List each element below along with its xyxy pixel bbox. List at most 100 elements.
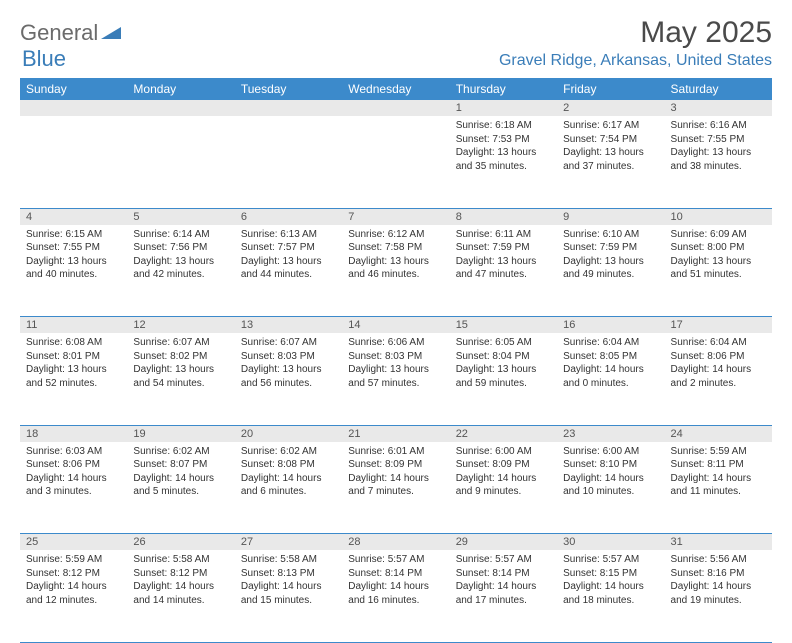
day-number-cell: 6 bbox=[235, 208, 342, 225]
day-details: Sunrise: 5:59 AMSunset: 8:11 PMDaylight:… bbox=[665, 442, 772, 503]
day-details: Sunrise: 6:02 AMSunset: 8:07 PMDaylight:… bbox=[127, 442, 234, 503]
day-details: Sunrise: 6:13 AMSunset: 7:57 PMDaylight:… bbox=[235, 225, 342, 286]
logo-text-blue: Blue bbox=[22, 46, 66, 71]
weekday-header: Thursday bbox=[450, 78, 557, 100]
day-number-cell: 13 bbox=[235, 317, 342, 334]
day-number-cell: 3 bbox=[665, 100, 772, 116]
day-number-cell: 29 bbox=[450, 534, 557, 551]
day-number-cell: 22 bbox=[450, 425, 557, 442]
day-details: Sunrise: 6:11 AMSunset: 7:59 PMDaylight:… bbox=[450, 225, 557, 286]
day-cell: Sunrise: 5:58 AMSunset: 8:12 PMDaylight:… bbox=[127, 550, 234, 642]
day-number-cell: 26 bbox=[127, 534, 234, 551]
day-number-row: 11121314151617 bbox=[20, 317, 772, 334]
day-cell: Sunrise: 6:07 AMSunset: 8:03 PMDaylight:… bbox=[235, 333, 342, 425]
day-cell: Sunrise: 6:08 AMSunset: 8:01 PMDaylight:… bbox=[20, 333, 127, 425]
day-number-cell: 31 bbox=[665, 534, 772, 551]
day-number-cell bbox=[235, 100, 342, 116]
day-number-cell: 4 bbox=[20, 208, 127, 225]
week-row: Sunrise: 6:08 AMSunset: 8:01 PMDaylight:… bbox=[20, 333, 772, 425]
day-cell bbox=[342, 116, 449, 208]
weekday-header: Sunday bbox=[20, 78, 127, 100]
calendar-header-row: SundayMondayTuesdayWednesdayThursdayFrid… bbox=[20, 78, 772, 100]
day-cell: Sunrise: 6:12 AMSunset: 7:58 PMDaylight:… bbox=[342, 225, 449, 317]
day-cell: Sunrise: 6:16 AMSunset: 7:55 PMDaylight:… bbox=[665, 116, 772, 208]
day-number-row: 123 bbox=[20, 100, 772, 116]
day-number-cell: 25 bbox=[20, 534, 127, 551]
day-cell: Sunrise: 6:04 AMSunset: 8:06 PMDaylight:… bbox=[665, 333, 772, 425]
day-number-cell: 17 bbox=[665, 317, 772, 334]
day-details: Sunrise: 6:03 AMSunset: 8:06 PMDaylight:… bbox=[20, 442, 127, 503]
day-number-cell: 10 bbox=[665, 208, 772, 225]
day-cell: Sunrise: 5:56 AMSunset: 8:16 PMDaylight:… bbox=[665, 550, 772, 642]
day-cell bbox=[235, 116, 342, 208]
day-details: Sunrise: 6:00 AMSunset: 8:10 PMDaylight:… bbox=[557, 442, 664, 503]
day-cell: Sunrise: 5:57 AMSunset: 8:14 PMDaylight:… bbox=[450, 550, 557, 642]
day-details: Sunrise: 6:16 AMSunset: 7:55 PMDaylight:… bbox=[665, 116, 772, 177]
day-details: Sunrise: 6:09 AMSunset: 8:00 PMDaylight:… bbox=[665, 225, 772, 286]
month-title: May 2025 bbox=[499, 16, 772, 50]
day-number-cell: 23 bbox=[557, 425, 664, 442]
day-cell bbox=[20, 116, 127, 208]
day-number-cell: 19 bbox=[127, 425, 234, 442]
day-cell: Sunrise: 6:15 AMSunset: 7:55 PMDaylight:… bbox=[20, 225, 127, 317]
day-cell: Sunrise: 6:01 AMSunset: 8:09 PMDaylight:… bbox=[342, 442, 449, 534]
day-cell: Sunrise: 5:59 AMSunset: 8:12 PMDaylight:… bbox=[20, 550, 127, 642]
day-number-cell: 7 bbox=[342, 208, 449, 225]
day-number-cell: 24 bbox=[665, 425, 772, 442]
day-cell: Sunrise: 5:57 AMSunset: 8:15 PMDaylight:… bbox=[557, 550, 664, 642]
week-row: Sunrise: 6:15 AMSunset: 7:55 PMDaylight:… bbox=[20, 225, 772, 317]
day-details: Sunrise: 5:57 AMSunset: 8:14 PMDaylight:… bbox=[450, 550, 557, 611]
day-number-cell: 5 bbox=[127, 208, 234, 225]
day-cell: Sunrise: 6:09 AMSunset: 8:00 PMDaylight:… bbox=[665, 225, 772, 317]
day-details: Sunrise: 6:04 AMSunset: 8:05 PMDaylight:… bbox=[557, 333, 664, 394]
day-number-cell: 12 bbox=[127, 317, 234, 334]
logo-text-general: General bbox=[20, 20, 98, 46]
weekday-header: Tuesday bbox=[235, 78, 342, 100]
day-cell: Sunrise: 5:57 AMSunset: 8:14 PMDaylight:… bbox=[342, 550, 449, 642]
day-cell: Sunrise: 6:00 AMSunset: 8:10 PMDaylight:… bbox=[557, 442, 664, 534]
day-cell bbox=[127, 116, 234, 208]
day-details: Sunrise: 5:58 AMSunset: 8:12 PMDaylight:… bbox=[127, 550, 234, 611]
day-cell: Sunrise: 5:59 AMSunset: 8:11 PMDaylight:… bbox=[665, 442, 772, 534]
day-details: Sunrise: 5:57 AMSunset: 8:15 PMDaylight:… bbox=[557, 550, 664, 611]
day-number-cell: 9 bbox=[557, 208, 664, 225]
location: Gravel Ridge, Arkansas, United States bbox=[499, 52, 772, 70]
day-cell: Sunrise: 6:17 AMSunset: 7:54 PMDaylight:… bbox=[557, 116, 664, 208]
day-number-cell bbox=[20, 100, 127, 116]
weekday-header: Wednesday bbox=[342, 78, 449, 100]
day-cell: Sunrise: 6:11 AMSunset: 7:59 PMDaylight:… bbox=[450, 225, 557, 317]
day-cell: Sunrise: 6:04 AMSunset: 8:05 PMDaylight:… bbox=[557, 333, 664, 425]
day-details: Sunrise: 6:05 AMSunset: 8:04 PMDaylight:… bbox=[450, 333, 557, 394]
day-details: Sunrise: 6:12 AMSunset: 7:58 PMDaylight:… bbox=[342, 225, 449, 286]
day-details: Sunrise: 5:56 AMSunset: 8:16 PMDaylight:… bbox=[665, 550, 772, 611]
day-number-cell: 1 bbox=[450, 100, 557, 116]
week-row: Sunrise: 6:18 AMSunset: 7:53 PMDaylight:… bbox=[20, 116, 772, 208]
day-details: Sunrise: 6:07 AMSunset: 8:03 PMDaylight:… bbox=[235, 333, 342, 394]
weekday-header: Saturday bbox=[665, 78, 772, 100]
day-details: Sunrise: 6:04 AMSunset: 8:06 PMDaylight:… bbox=[665, 333, 772, 394]
day-details: Sunrise: 6:17 AMSunset: 7:54 PMDaylight:… bbox=[557, 116, 664, 177]
day-number-cell: 16 bbox=[557, 317, 664, 334]
day-cell: Sunrise: 6:10 AMSunset: 7:59 PMDaylight:… bbox=[557, 225, 664, 317]
day-number-cell: 30 bbox=[557, 534, 664, 551]
day-details: Sunrise: 5:59 AMSunset: 8:12 PMDaylight:… bbox=[20, 550, 127, 611]
day-number-cell: 8 bbox=[450, 208, 557, 225]
logo: General bbox=[20, 16, 123, 46]
day-cell: Sunrise: 6:14 AMSunset: 7:56 PMDaylight:… bbox=[127, 225, 234, 317]
day-details: Sunrise: 5:58 AMSunset: 8:13 PMDaylight:… bbox=[235, 550, 342, 611]
day-number-cell: 28 bbox=[342, 534, 449, 551]
day-details: Sunrise: 6:14 AMSunset: 7:56 PMDaylight:… bbox=[127, 225, 234, 286]
week-row: Sunrise: 6:03 AMSunset: 8:06 PMDaylight:… bbox=[20, 442, 772, 534]
day-number-cell: 14 bbox=[342, 317, 449, 334]
day-details: Sunrise: 6:07 AMSunset: 8:02 PMDaylight:… bbox=[127, 333, 234, 394]
day-number-cell: 2 bbox=[557, 100, 664, 116]
day-number-row: 45678910 bbox=[20, 208, 772, 225]
day-number-cell: 20 bbox=[235, 425, 342, 442]
day-number-cell bbox=[342, 100, 449, 116]
day-number-cell: 18 bbox=[20, 425, 127, 442]
day-details: Sunrise: 5:57 AMSunset: 8:14 PMDaylight:… bbox=[342, 550, 449, 611]
day-cell: Sunrise: 6:02 AMSunset: 8:08 PMDaylight:… bbox=[235, 442, 342, 534]
week-row: Sunrise: 5:59 AMSunset: 8:12 PMDaylight:… bbox=[20, 550, 772, 642]
day-cell: Sunrise: 6:13 AMSunset: 7:57 PMDaylight:… bbox=[235, 225, 342, 317]
day-cell: Sunrise: 6:02 AMSunset: 8:07 PMDaylight:… bbox=[127, 442, 234, 534]
